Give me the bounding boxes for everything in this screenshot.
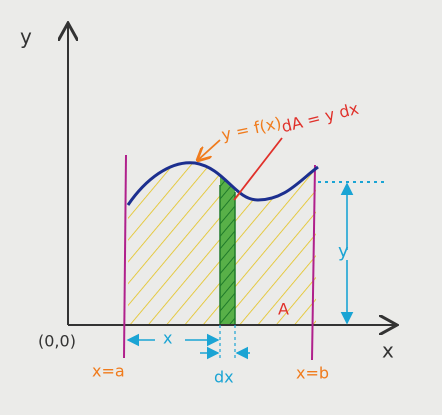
origin-label: (0,0) <box>38 332 76 351</box>
bound-line <box>123 154 127 359</box>
dx-label: dx <box>214 368 234 387</box>
curve-pointer <box>198 139 221 160</box>
bound-line <box>311 164 316 361</box>
curve <box>126 161 319 206</box>
distance-label: x <box>163 329 172 348</box>
left-bound-label: x=a <box>92 362 125 381</box>
strip-pointer <box>233 137 283 201</box>
height-label: y <box>338 241 349 262</box>
y-axis-label: y <box>20 25 32 49</box>
strip <box>220 162 235 325</box>
area-label: A <box>278 300 289 319</box>
x-axis-label: x <box>382 339 394 363</box>
right-bound-label: x=b <box>296 364 329 383</box>
